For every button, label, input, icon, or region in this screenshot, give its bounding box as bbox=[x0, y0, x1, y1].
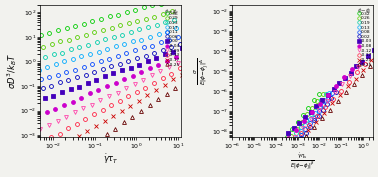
Legend: 0.32, 0.26, 0.19, 0.13, 0.08, 0.02, -0.03, -0.08, -0.12, -0.17, -0.21, -0.25: 0.32, 0.26, 0.19, 0.13, 0.08, 0.02, -0.0… bbox=[357, 11, 372, 67]
X-axis label: $\dot{\gamma}\tau_T$: $\dot{\gamma}\tau_T$ bbox=[103, 152, 119, 166]
Y-axis label: $\frac{\sigma}{E|\phi\!-\!\phi_J|^\Delta}$: $\frac{\sigma}{E|\phi\!-\!\phi_J|^\Delta… bbox=[192, 58, 211, 85]
Legend: 0.36, 0.29, 0.23, 0.17, 0.11, 0.06, 0.00, -0.04, -0.09, -0.13, -0.17, -0.25: 0.36, 0.29, 0.23, 0.17, 0.11, 0.06, 0.00… bbox=[165, 11, 180, 67]
X-axis label: $\frac{\dot{\gamma}\eta_s}{E|\phi\!-\!\phi_J|^\beta}$: $\frac{\dot{\gamma}\eta_s}{E|\phi\!-\!\p… bbox=[290, 151, 315, 172]
Text: $\phi\!-\!\phi_c$: $\phi\!-\!\phi_c$ bbox=[164, 7, 180, 16]
Y-axis label: $\sigma D^3/k_BT$: $\sigma D^3/k_BT$ bbox=[5, 53, 19, 89]
Text: $\phi\!-\!\phi_J$: $\phi\!-\!\phi_J$ bbox=[357, 7, 372, 17]
